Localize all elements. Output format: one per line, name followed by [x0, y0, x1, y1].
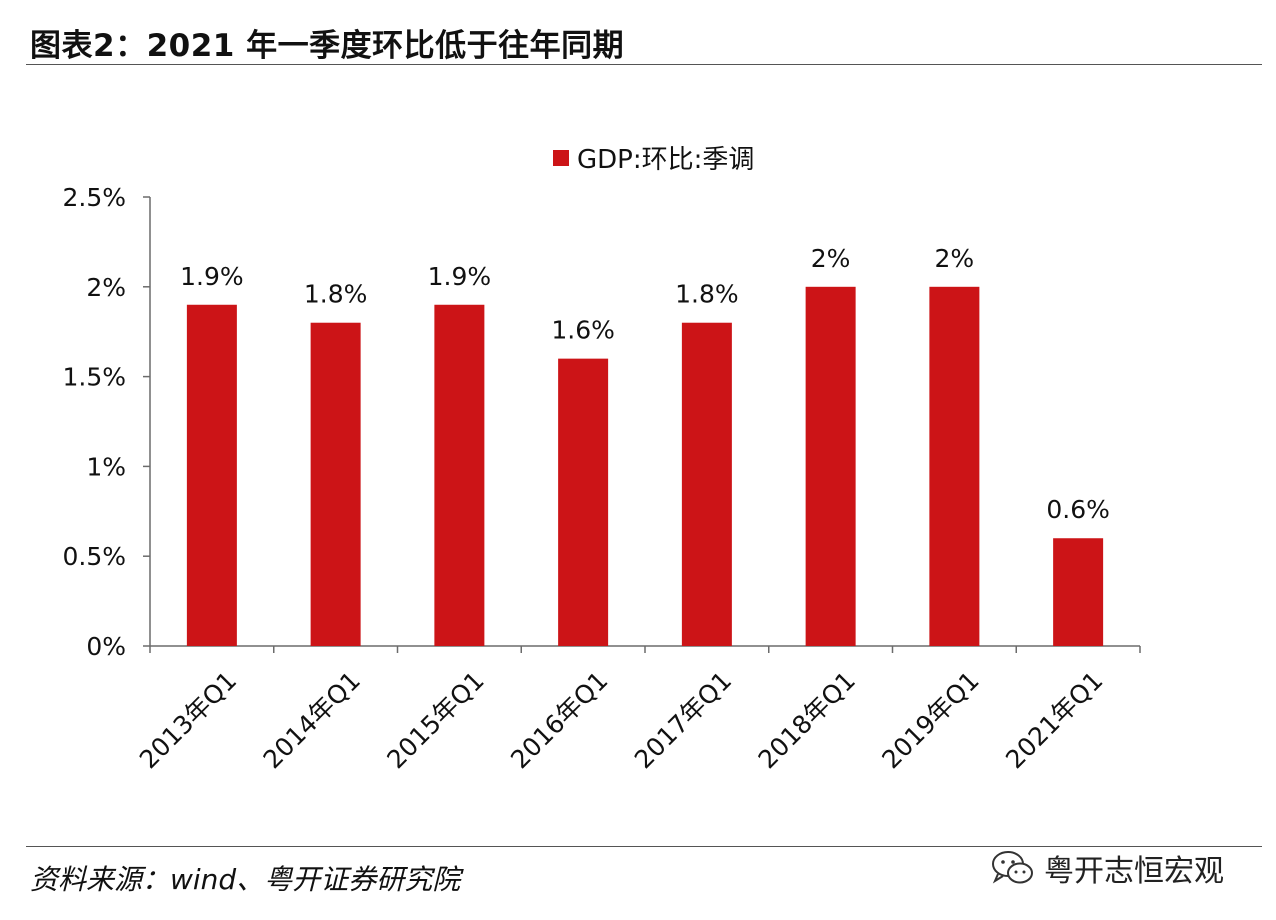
bar	[1053, 538, 1104, 646]
data-label: 1.9%	[428, 262, 492, 291]
y-tick-label: 2.5%	[62, 183, 126, 212]
bar	[434, 304, 485, 646]
category-label: 2021年Q1	[1000, 666, 1108, 774]
bar	[310, 322, 361, 646]
data-label: 1.9%	[180, 262, 244, 291]
footer-divider	[26, 846, 1262, 847]
y-tick-label: 2%	[86, 273, 126, 302]
bar	[558, 358, 609, 646]
category-label: 2014年Q1	[258, 666, 366, 774]
watermark-text: 粤开志恒宏观	[1044, 854, 1224, 889]
legend-label: GDP:环比:季调	[577, 145, 754, 175]
bar	[186, 304, 237, 646]
watermark: 粤开志恒宏观	[990, 846, 1224, 890]
data-label: 0.6%	[1046, 495, 1110, 524]
wechat-icon	[992, 851, 1033, 884]
data-label: 1.8%	[304, 280, 368, 309]
y-tick-label: 1%	[86, 452, 126, 481]
category-label: 2016年Q1	[505, 666, 613, 774]
category-label: 2015年Q1	[381, 666, 489, 774]
source-note: 资料来源：wind、粤开证券研究院	[30, 863, 461, 896]
bar	[805, 286, 856, 646]
y-tick-label: 0.5%	[62, 542, 126, 571]
legend-swatch	[553, 150, 569, 166]
bar	[929, 286, 980, 646]
data-label: 2%	[811, 244, 851, 273]
category-label: 2018年Q1	[753, 666, 861, 774]
category-label: 2017年Q1	[629, 666, 737, 774]
data-label: 1.6%	[551, 316, 615, 345]
y-tick-label: 0%	[86, 632, 126, 661]
data-label: 2%	[935, 244, 975, 273]
title-divider	[26, 64, 1262, 65]
category-label: 2019年Q1	[876, 666, 984, 774]
category-label: 2013年Q1	[134, 666, 242, 774]
bar	[681, 322, 732, 646]
data-label: 1.8%	[675, 280, 739, 309]
page-title: 图表2：2021 年一季度环比低于往年同期	[30, 28, 625, 64]
bar-chart: GDP:环比:季调 0% 0.5% 1% 1.5% 2% 2.5% 1.9% 2013年Q1 1.…	[62, 145, 1141, 774]
y-tick-label: 1.5%	[62, 363, 126, 392]
